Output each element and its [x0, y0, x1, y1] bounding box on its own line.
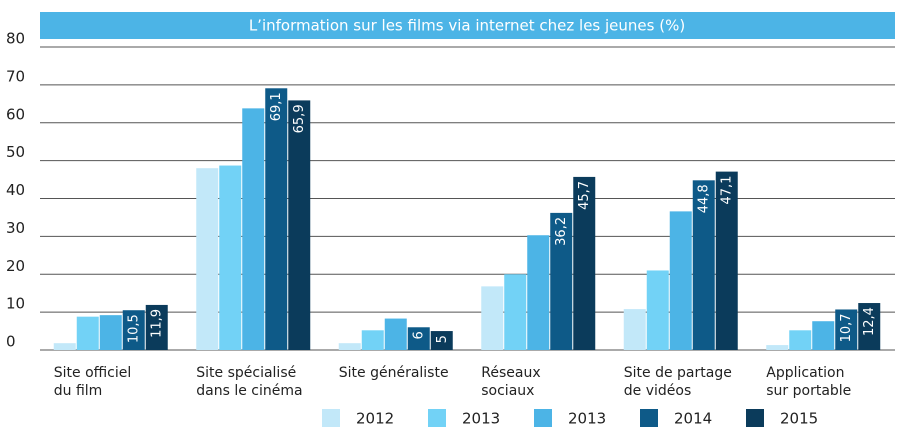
x-tick-label: de vidéos: [624, 383, 691, 399]
legend-label: 2013: [462, 410, 500, 428]
bar: [527, 235, 550, 350]
y-tick-label: 0: [6, 333, 16, 351]
value-label: 6: [412, 331, 427, 339]
x-tick-label: dans le cinéma: [196, 383, 302, 399]
x-tick-label: Site officiel: [54, 365, 132, 381]
bar: [242, 108, 265, 350]
y-tick-label: 20: [6, 257, 25, 275]
bar: [766, 345, 789, 350]
bar: [407, 327, 430, 350]
bar: [669, 211, 692, 350]
bar: [481, 286, 504, 350]
bar: [646, 270, 669, 350]
value-label: 10,5: [127, 314, 142, 343]
x-tick-label: sur portable: [766, 383, 851, 399]
x-tick-label: Site généraliste: [339, 365, 449, 381]
bar: [99, 315, 122, 350]
bar: [430, 331, 453, 350]
x-tick-label: Site spécialisé: [196, 365, 296, 381]
x-tick-label: sociaux: [481, 383, 534, 399]
value-label: 47,1: [720, 176, 735, 205]
bar: [361, 330, 384, 350]
legend-label: 2012: [356, 410, 394, 428]
y-tick-label: 60: [6, 105, 25, 123]
bar: [338, 343, 361, 350]
bar: [196, 168, 219, 350]
value-label: 65,9: [292, 104, 307, 133]
legend-label: 2015: [780, 410, 818, 428]
bar: [573, 176, 596, 350]
bar: [504, 274, 527, 350]
legend-swatch: [322, 409, 340, 427]
bar: [812, 321, 835, 350]
legend-swatch: [428, 409, 446, 427]
x-tick-label: Application: [766, 365, 844, 381]
legend-swatch: [640, 409, 658, 427]
value-label: 69,1: [269, 92, 284, 121]
value-label: 36,2: [554, 217, 569, 246]
bar: [122, 310, 145, 350]
bar: [145, 304, 168, 350]
bar: [219, 165, 242, 350]
bar: [550, 212, 573, 350]
title-bar: [40, 12, 895, 39]
bar: [692, 180, 715, 350]
legend-label: 2013: [568, 410, 606, 428]
bar: [623, 309, 646, 350]
bar: [265, 88, 288, 350]
value-label: 10,7: [839, 313, 854, 342]
value-label: 12,4: [862, 307, 877, 336]
x-tick-label: du film: [54, 383, 103, 399]
y-tick-label: 70: [6, 67, 25, 85]
legend-label: 2014: [674, 410, 712, 428]
value-label: 44,8: [697, 184, 712, 213]
bar: [835, 309, 858, 350]
value-label: 45,7: [577, 181, 592, 210]
legend-swatch: [746, 409, 764, 427]
bar: [715, 171, 738, 350]
value-label: 11,9: [150, 309, 165, 338]
value-label: 5: [435, 335, 450, 343]
y-tick-label: 10: [6, 295, 25, 313]
y-tick-label: 80: [6, 30, 25, 48]
x-tick-label: Site de partage: [624, 365, 732, 381]
legend-swatch: [534, 409, 552, 427]
bar: [789, 330, 812, 350]
chart-title: L’information sur les films via internet…: [249, 17, 685, 35]
y-tick-label: 50: [6, 143, 25, 161]
bar: [53, 343, 76, 350]
y-tick-label: 40: [6, 181, 25, 199]
y-tick-label: 30: [6, 219, 25, 237]
bar: [384, 318, 407, 350]
bar: [288, 100, 311, 350]
bar: [858, 303, 881, 350]
bar: [76, 316, 99, 350]
x-tick-label: Réseaux: [481, 365, 540, 381]
